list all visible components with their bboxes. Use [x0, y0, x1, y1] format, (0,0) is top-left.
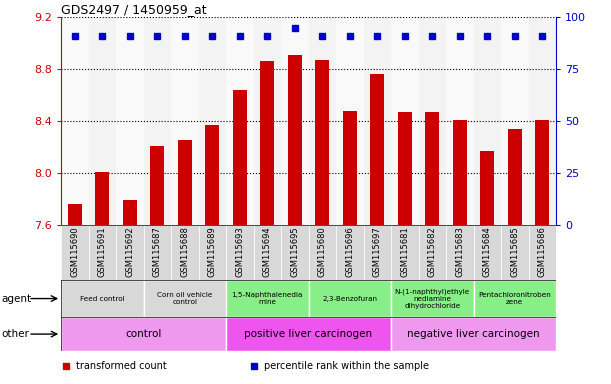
Bar: [123, 200, 137, 225]
Bar: [178, 141, 192, 225]
Bar: [474, 280, 556, 317]
Bar: [89, 225, 116, 280]
Bar: [364, 17, 391, 225]
Bar: [61, 280, 144, 317]
Text: GSM115683: GSM115683: [455, 226, 464, 277]
Bar: [480, 151, 494, 225]
Text: GSM115682: GSM115682: [428, 226, 437, 277]
Bar: [315, 60, 329, 225]
Bar: [116, 17, 144, 225]
Bar: [199, 17, 226, 225]
Text: GSM115689: GSM115689: [208, 226, 217, 277]
Text: transformed count: transformed count: [76, 361, 167, 371]
Bar: [474, 225, 501, 280]
Bar: [226, 280, 309, 317]
Text: negative liver carcinogen: negative liver carcinogen: [407, 329, 540, 339]
Bar: [529, 17, 556, 225]
Bar: [68, 204, 82, 225]
Text: Corn oil vehicle
control: Corn oil vehicle control: [157, 292, 213, 305]
Bar: [144, 17, 171, 225]
Bar: [309, 280, 391, 317]
Bar: [343, 111, 357, 225]
Bar: [391, 317, 556, 351]
Bar: [150, 146, 164, 225]
Bar: [419, 225, 446, 280]
Bar: [95, 172, 109, 225]
Bar: [171, 17, 199, 225]
Bar: [171, 225, 199, 280]
Text: agent: agent: [2, 293, 32, 304]
Bar: [288, 55, 302, 225]
Bar: [226, 17, 254, 225]
Text: GSM115695: GSM115695: [290, 226, 299, 277]
Text: 1,5-Naphthalenedia
mine: 1,5-Naphthalenedia mine: [232, 292, 303, 305]
Bar: [281, 225, 309, 280]
Text: GSM115680: GSM115680: [318, 226, 327, 277]
Bar: [446, 225, 474, 280]
Bar: [391, 17, 419, 225]
Bar: [309, 225, 336, 280]
Bar: [144, 225, 171, 280]
Text: GSM115685: GSM115685: [510, 226, 519, 277]
Bar: [309, 17, 336, 225]
Text: Pentachloronitroben
zene: Pentachloronitroben zene: [478, 292, 551, 305]
Bar: [535, 120, 549, 225]
Text: GSM115693: GSM115693: [235, 226, 244, 277]
Bar: [508, 129, 522, 225]
Bar: [116, 225, 144, 280]
Bar: [226, 225, 254, 280]
Bar: [336, 17, 364, 225]
Bar: [144, 280, 226, 317]
Bar: [364, 225, 391, 280]
Bar: [61, 317, 226, 351]
Text: GSM115697: GSM115697: [373, 226, 382, 277]
Bar: [453, 120, 467, 225]
Bar: [199, 225, 226, 280]
Bar: [233, 90, 247, 225]
Text: Feed control: Feed control: [80, 296, 125, 301]
Bar: [529, 225, 556, 280]
Text: GSM115691: GSM115691: [98, 226, 107, 277]
Text: GSM115684: GSM115684: [483, 226, 492, 277]
Text: GSM115696: GSM115696: [345, 226, 354, 277]
Bar: [254, 17, 281, 225]
Text: other: other: [2, 329, 30, 339]
Bar: [336, 225, 364, 280]
Bar: [425, 112, 439, 225]
Bar: [226, 317, 391, 351]
Bar: [474, 17, 501, 225]
Bar: [419, 17, 446, 225]
Text: GDS2497 / 1450959_at: GDS2497 / 1450959_at: [61, 3, 207, 16]
Text: GSM115687: GSM115687: [153, 226, 162, 277]
Bar: [205, 125, 219, 225]
Bar: [391, 225, 419, 280]
Bar: [501, 17, 529, 225]
Text: GSM115690: GSM115690: [70, 226, 79, 277]
Bar: [281, 17, 309, 225]
Text: GSM115681: GSM115681: [400, 226, 409, 277]
Bar: [260, 61, 274, 225]
Bar: [446, 17, 474, 225]
Bar: [391, 280, 474, 317]
Text: GSM115688: GSM115688: [180, 226, 189, 277]
Bar: [89, 17, 116, 225]
Bar: [61, 17, 89, 225]
Bar: [501, 225, 529, 280]
Text: control: control: [125, 329, 162, 339]
Bar: [398, 112, 412, 225]
Text: GSM115692: GSM115692: [125, 226, 134, 277]
Bar: [370, 74, 384, 225]
Text: positive liver carcinogen: positive liver carcinogen: [244, 329, 373, 339]
Text: GSM115686: GSM115686: [538, 226, 547, 277]
Text: N-(1-naphthyl)ethyle
nediamine
dihydrochloride: N-(1-naphthyl)ethyle nediamine dihydroch…: [395, 288, 470, 309]
Text: percentile rank within the sample: percentile rank within the sample: [264, 361, 429, 371]
Bar: [61, 225, 89, 280]
Text: 2,3-Benzofuran: 2,3-Benzofuran: [322, 296, 378, 301]
Bar: [254, 225, 281, 280]
Text: GSM115694: GSM115694: [263, 226, 272, 277]
